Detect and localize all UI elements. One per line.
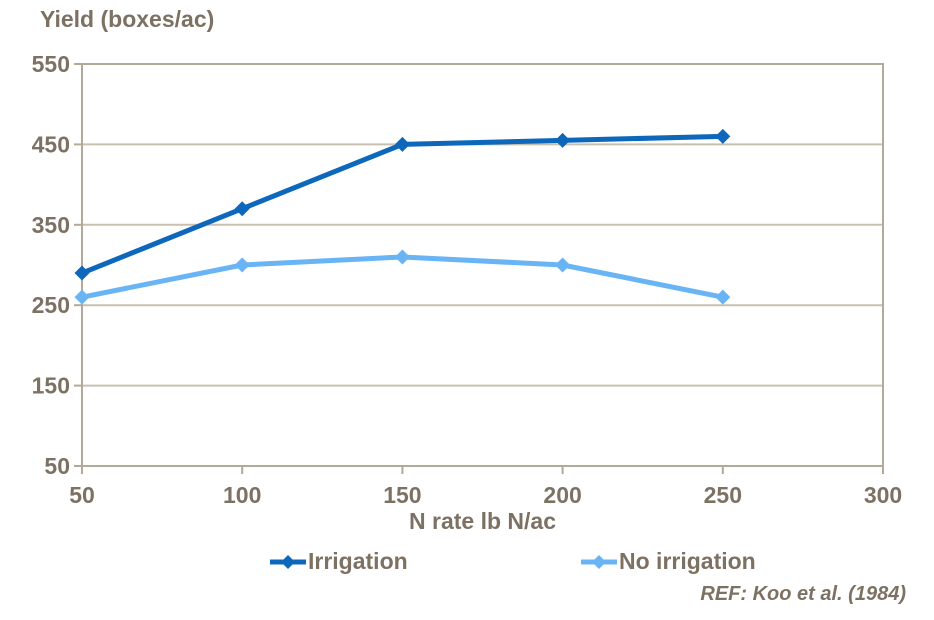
legend-label-no-irrigation: No irrigation	[619, 548, 756, 574]
y-tick-label-350: 350	[32, 212, 70, 238]
chart-title: Yield (boxes/ac)	[40, 6, 215, 32]
series-marker-no-irrigation-x250	[715, 289, 731, 305]
series-marker-irrigation-x150	[394, 136, 410, 152]
no-irrigation-series-marker-icon	[581, 554, 617, 569]
series-marker-irrigation-x50	[74, 265, 90, 281]
reference-citation: REF: Koo et al. (1984)	[700, 583, 906, 605]
y-tick-label-450: 450	[32, 131, 70, 157]
x-tick-label-50: 50	[69, 482, 95, 508]
x-tick-label-300: 300	[864, 482, 902, 508]
plot-border	[81, 63, 884, 467]
x-axis-title: N rate lb N/ac	[409, 508, 556, 534]
x-tick-label-200: 200	[543, 482, 581, 508]
x-tick-label-150: 150	[383, 482, 421, 508]
x-tick-label-100: 100	[223, 482, 261, 508]
series-marker-no-irrigation-x150	[394, 249, 410, 265]
y-tick-label-50: 50	[44, 453, 70, 479]
legend-item-irrigation: Irrigation	[270, 548, 408, 575]
series-marker-irrigation-x200	[555, 132, 571, 148]
irrigation-series-marker-icon	[270, 554, 306, 569]
series-marker-no-irrigation-x100	[234, 257, 250, 273]
legend-item-no-irrigation: No irrigation	[581, 548, 756, 575]
series-marker-irrigation-x100	[234, 201, 250, 217]
legend-label-irrigation: Irrigation	[308, 548, 408, 574]
series-marker-no-irrigation-x50	[74, 289, 90, 305]
y-tick-label-250: 250	[32, 292, 70, 318]
y-tick-label-150: 150	[32, 373, 70, 399]
y-tick-label-550: 550	[32, 51, 70, 77]
series-marker-irrigation-x250	[715, 128, 731, 144]
series-marker-no-irrigation-x200	[555, 257, 571, 273]
x-tick-label-250: 250	[704, 482, 742, 508]
